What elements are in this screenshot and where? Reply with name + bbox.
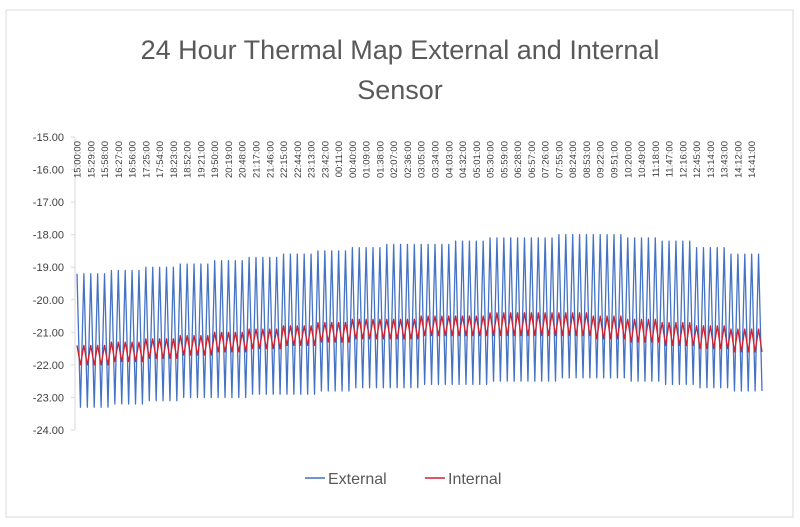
- y-tick-label: -19.00: [33, 262, 64, 274]
- x-tick-label: 08:53:00: [582, 141, 593, 178]
- x-tick-label: 15:29:00: [86, 141, 97, 178]
- legend-label: External: [328, 471, 387, 488]
- data-line: [76, 234, 763, 408]
- y-tick-label: -16.00: [33, 165, 64, 177]
- x-tick-label: 13:14:00: [706, 141, 717, 178]
- y-tick-label: -22.00: [33, 360, 64, 372]
- x-tick-label: 07:55:00: [554, 141, 565, 178]
- x-tick-label: 18:23:00: [169, 141, 180, 178]
- x-tick-label: 05:30:00: [486, 141, 497, 178]
- y-tick-label: -24.00: [33, 425, 64, 437]
- x-tick-label: 16:56:00: [128, 141, 139, 178]
- x-tick-label: 16:27:00: [114, 141, 125, 178]
- x-tick-label: 11:18:00: [651, 141, 662, 177]
- x-tick-label: 22:15:00: [279, 141, 290, 178]
- y-tick-label: -20.00: [33, 295, 64, 307]
- x-tick-label: 02:07:00: [389, 141, 400, 178]
- y-tick-label: -21.00: [33, 327, 64, 339]
- x-tick-label: 19:21:00: [196, 141, 207, 178]
- legend-label: Internal: [448, 471, 501, 488]
- x-tick-label: 02:36:00: [403, 141, 414, 178]
- x-tick-label: 21:17:00: [251, 141, 262, 178]
- x-tick-label: 20:48:00: [238, 141, 249, 178]
- x-tick-label: 05:59:00: [499, 141, 510, 178]
- x-tick-label: 22:44:00: [293, 141, 304, 178]
- x-tick-label: 07:26:00: [541, 141, 552, 178]
- x-tick-label: 06:28:00: [513, 141, 524, 178]
- x-tick-label: 01:38:00: [375, 141, 386, 178]
- x-tick-label: 03:05:00: [417, 141, 428, 178]
- x-tick-label: 09:51:00: [609, 141, 620, 178]
- x-tick-label: 23:13:00: [307, 141, 318, 178]
- x-tick-label: 10:20:00: [623, 141, 634, 178]
- x-tick-label: 19:50:00: [210, 141, 221, 178]
- data-line: [76, 312, 763, 366]
- x-tick-label: 10:49:00: [637, 141, 648, 178]
- x-tick-label: 09:22:00: [596, 141, 607, 178]
- x-tick-label: 14:41:00: [747, 141, 758, 178]
- x-tick-label: 15:58:00: [100, 141, 111, 178]
- x-tick-label: 18:52:00: [183, 141, 194, 178]
- x-tick-label: 12:16:00: [678, 141, 689, 178]
- y-tick-label: -17.00: [33, 197, 64, 209]
- x-tick-label: 06:57:00: [527, 141, 538, 178]
- x-tick-label: 11:47:00: [665, 141, 676, 177]
- x-tick-label: 12:45:00: [692, 141, 703, 178]
- x-tick-label: 23:42:00: [320, 141, 331, 178]
- x-tick-label: 04:03:00: [444, 141, 455, 178]
- x-tick-label: 21:46:00: [265, 141, 276, 178]
- x-tick-label: 08:24:00: [568, 141, 579, 178]
- chart-title: 24 Hour Thermal Map External and Interna…: [140, 35, 660, 105]
- y-tick-label: -18.00: [33, 230, 64, 242]
- x-tick-label: 03:34:00: [430, 141, 441, 178]
- x-tick-label: 17:25:00: [141, 141, 152, 178]
- x-tick-label: 14:12:00: [733, 141, 744, 178]
- x-tick-label: 17:54:00: [155, 141, 166, 178]
- x-tick-label: 00:11:00: [334, 141, 345, 177]
- x-tick-label: 13:43:00: [720, 141, 731, 178]
- x-tick-label: 04:32:00: [458, 141, 469, 178]
- x-tick-label: 15:00:00: [73, 141, 84, 178]
- x-tick-label: 20:19:00: [224, 141, 235, 178]
- y-tick-label: -15.00: [33, 132, 64, 144]
- x-tick-label: 00:40:00: [348, 141, 359, 178]
- x-tick-label: 01:09:00: [362, 141, 373, 178]
- y-tick-label: -23.00: [33, 392, 64, 404]
- x-tick-label: 05:01:00: [472, 141, 483, 178]
